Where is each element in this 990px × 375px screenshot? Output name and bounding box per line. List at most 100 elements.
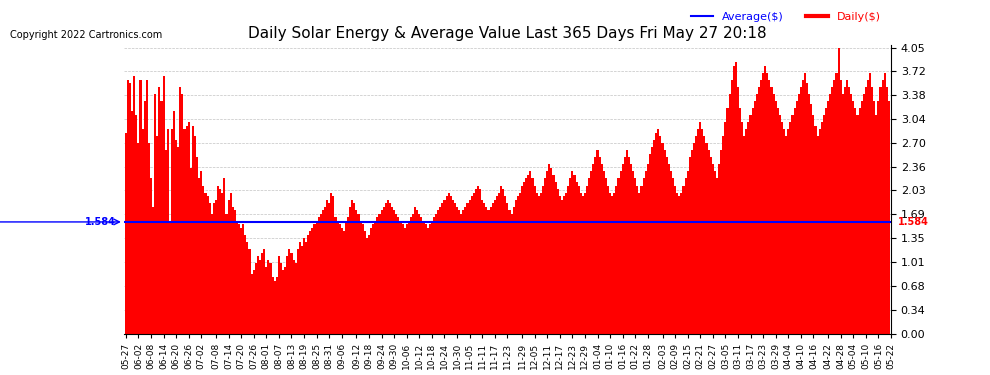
Bar — [429, 224, 431, 334]
Bar — [772, 94, 774, 334]
Bar — [879, 87, 881, 334]
Bar — [515, 200, 517, 334]
Bar — [873, 101, 875, 334]
Bar — [500, 186, 502, 334]
Bar — [185, 126, 188, 334]
Bar — [276, 277, 278, 334]
Bar — [626, 150, 628, 334]
Bar — [590, 171, 592, 334]
Bar — [725, 122, 727, 334]
Bar — [213, 203, 215, 334]
Bar — [613, 193, 616, 334]
Bar — [234, 210, 236, 334]
Bar — [278, 256, 280, 334]
Bar — [723, 136, 725, 334]
Bar — [435, 214, 438, 334]
Bar — [691, 150, 693, 334]
Bar — [755, 94, 758, 334]
Bar — [464, 207, 466, 334]
Bar — [333, 196, 335, 334]
Bar — [303, 238, 305, 334]
Bar — [886, 87, 888, 334]
Bar — [768, 80, 770, 334]
Bar — [129, 83, 131, 334]
Bar — [800, 87, 802, 334]
Bar — [747, 122, 749, 334]
Bar — [427, 228, 429, 334]
Bar — [477, 186, 479, 334]
Bar — [506, 203, 509, 334]
Bar — [138, 143, 140, 334]
Bar — [618, 178, 620, 334]
Bar — [742, 122, 743, 334]
Bar — [571, 171, 573, 334]
Bar — [651, 147, 653, 334]
Bar — [729, 94, 731, 334]
Bar — [290, 253, 292, 334]
Bar — [232, 207, 234, 334]
Bar — [689, 157, 691, 334]
Bar — [720, 150, 723, 334]
Bar — [770, 87, 772, 334]
Bar — [737, 87, 739, 334]
Bar — [661, 143, 663, 334]
Bar — [250, 274, 252, 334]
Bar — [701, 129, 703, 334]
Bar — [414, 207, 416, 334]
Bar — [646, 164, 648, 334]
Bar — [363, 231, 366, 334]
Bar — [328, 203, 331, 334]
Bar — [470, 196, 473, 334]
Bar — [542, 186, 545, 334]
Bar — [848, 87, 850, 334]
Bar — [483, 203, 485, 334]
Bar — [134, 76, 136, 334]
Bar — [749, 115, 751, 334]
Bar — [312, 228, 314, 334]
Bar — [548, 164, 550, 334]
Bar — [530, 171, 532, 334]
Bar — [635, 178, 637, 334]
Bar — [596, 150, 599, 334]
Bar — [628, 157, 630, 334]
Bar — [554, 182, 556, 334]
Bar — [454, 203, 456, 334]
Bar — [456, 207, 458, 334]
Bar — [183, 129, 185, 334]
Bar — [674, 186, 676, 334]
Bar — [567, 186, 569, 334]
Bar — [421, 217, 423, 334]
Bar — [351, 200, 353, 334]
Bar — [376, 217, 378, 334]
Bar — [164, 150, 166, 334]
Bar — [695, 136, 697, 334]
Bar — [177, 147, 179, 334]
Text: 1.584: 1.584 — [898, 217, 929, 227]
Bar — [777, 108, 779, 334]
Bar — [758, 87, 760, 334]
Bar — [156, 136, 158, 334]
Bar — [468, 200, 470, 334]
Bar — [774, 101, 777, 334]
Bar — [630, 164, 632, 334]
Bar — [641, 186, 643, 334]
Bar — [341, 228, 343, 334]
Bar — [395, 214, 397, 334]
Bar — [402, 224, 404, 334]
Bar — [361, 224, 363, 334]
Bar — [796, 101, 798, 334]
Bar — [605, 178, 607, 334]
Bar — [171, 129, 173, 334]
Bar — [224, 178, 226, 334]
Bar — [659, 136, 661, 334]
Bar — [843, 87, 845, 334]
Bar — [238, 224, 241, 334]
Bar — [217, 186, 219, 334]
Bar — [521, 186, 523, 334]
Bar — [703, 136, 706, 334]
Bar — [875, 115, 877, 334]
Bar — [858, 108, 860, 334]
Bar — [511, 214, 513, 334]
Bar — [536, 193, 538, 334]
Bar — [785, 136, 787, 334]
